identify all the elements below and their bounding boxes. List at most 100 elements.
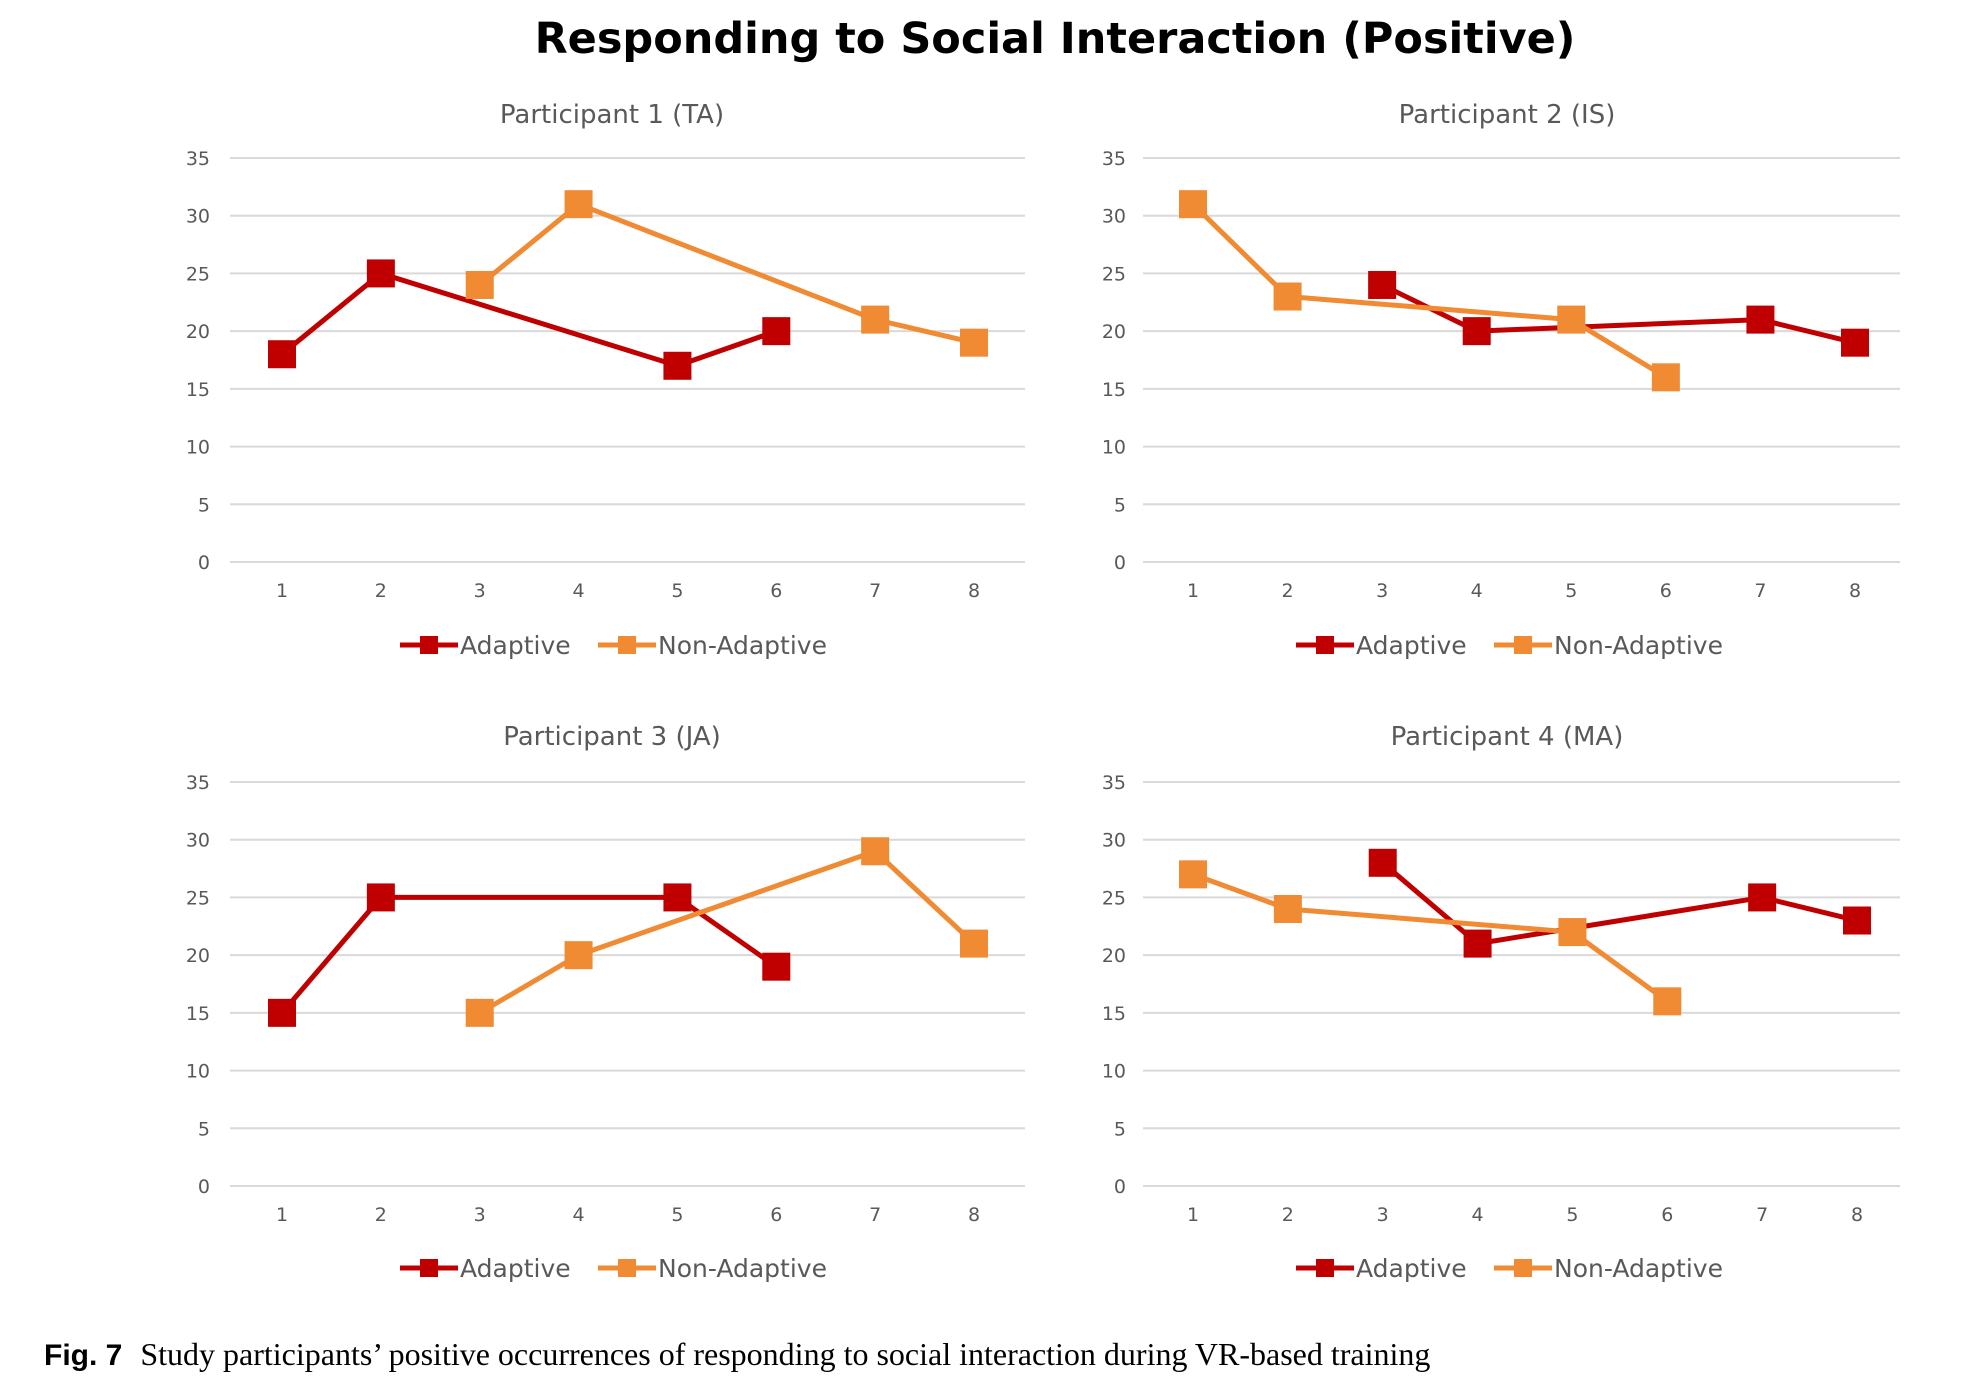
data-point-non-adaptive xyxy=(1273,894,1302,923)
data-point-adaptive xyxy=(663,351,692,380)
x-tick-label: 4 xyxy=(1472,1204,1484,1226)
series-line-non-adaptive xyxy=(1191,202,1668,380)
series-line-adaptive xyxy=(280,270,778,369)
caption-text: Study participants’ positive occurrences… xyxy=(140,1336,1431,1372)
data-point-adaptive xyxy=(1843,906,1871,935)
legend-marker-non-adaptive xyxy=(618,1259,636,1277)
data-point-non-adaptive xyxy=(960,328,988,357)
chart-panel-1: Participant 1 (TA) 0 5 10 15 20 25 30 35 1 2 3 4 5 6 7 8… xyxy=(186,100,1025,660)
x-tick-label: 8 xyxy=(968,580,980,602)
chart-panel-3: Participant 3 (JA) 0 5 10 15 20 25 30 35 1 2 3 4 5 6 7 8… xyxy=(186,722,1025,1283)
figure-caption: Fig. 7 Study participants’ positive occur… xyxy=(44,1336,1430,1373)
series-line-non-adaptive xyxy=(478,201,975,346)
x-tick-label: 7 xyxy=(869,1204,881,1226)
data-point-adaptive xyxy=(268,340,296,369)
series-line-adaptive xyxy=(1381,860,1858,947)
data-point-non-adaptive xyxy=(1558,918,1587,947)
y-tick-label: 5 xyxy=(1114,494,1126,516)
panel-title: Participant 2 (IS) xyxy=(1399,100,1616,130)
x-tick-label: 5 xyxy=(1566,1204,1578,1226)
y-tick-label: 20 xyxy=(186,945,210,967)
y-tick-label: 0 xyxy=(1114,1176,1126,1198)
data-point-non-adaptive xyxy=(1651,363,1680,392)
x-tick-label: 7 xyxy=(1756,1204,1768,1226)
data-point-adaptive xyxy=(268,998,296,1027)
y-tick-label: 30 xyxy=(186,830,210,852)
x-tick-label: 2 xyxy=(375,1204,387,1226)
x-tick-label: 7 xyxy=(869,580,881,602)
panel-title: Participant 1 (TA) xyxy=(500,100,724,130)
legend-marker-adaptive xyxy=(420,636,438,654)
x-tick-label: 1 xyxy=(1187,580,1199,602)
data-point-non-adaptive xyxy=(1557,305,1586,334)
legend-label-non-adaptive: Non-Adaptive xyxy=(1554,1254,1723,1283)
legend-label-adaptive: Adaptive xyxy=(1356,631,1467,660)
data-point-adaptive xyxy=(1463,929,1492,958)
chart-panel-2: Participant 2 (IS) 0 5 10 15 20 25 30 35 1 2 3 4 5 6 7 8… xyxy=(1102,100,1900,660)
data-point-adaptive xyxy=(762,317,791,346)
caption-label: Fig. 7 xyxy=(44,1339,123,1372)
x-tick-label: 6 xyxy=(770,580,782,602)
data-point-non-adaptive xyxy=(1179,860,1207,889)
x-tick-label: 2 xyxy=(375,580,387,602)
y-tick-label: 35 xyxy=(1102,148,1126,170)
y-tick-label: 5 xyxy=(198,1118,210,1140)
data-point-adaptive xyxy=(366,259,395,288)
x-tick-label: 1 xyxy=(276,1204,288,1226)
series-line-non-adaptive xyxy=(1192,871,1669,1004)
panel-title: Participant 4 (MA) xyxy=(1391,722,1624,752)
y-tick-label: 10 xyxy=(186,1061,210,1083)
legend-marker-non-adaptive xyxy=(1514,636,1532,654)
legend-label-non-adaptive: Non-Adaptive xyxy=(658,631,827,660)
y-tick-label: 15 xyxy=(186,379,210,401)
data-point-adaptive xyxy=(1368,848,1397,877)
figure-title: Responding to Social Interaction (Positi… xyxy=(534,14,1576,64)
y-tick-label: 25 xyxy=(186,887,210,909)
y-tick-label: 35 xyxy=(186,772,210,794)
x-tick-label: 7 xyxy=(1754,580,1766,602)
y-tick-label: 15 xyxy=(1102,379,1126,401)
x-tick-label: 3 xyxy=(1376,580,1388,602)
x-tick-label: 1 xyxy=(1187,1204,1199,1226)
legend-marker-non-adaptive xyxy=(1514,1259,1532,1277)
y-tick-label: 10 xyxy=(1102,1061,1126,1083)
y-tick-label: 25 xyxy=(1102,887,1126,909)
chart-panel-4: Participant 4 (MA) 0 5 10 15 20 25 30 35 1 2 3 4 5 6 7 8… xyxy=(1102,722,1900,1283)
legend-label-adaptive: Adaptive xyxy=(460,1254,571,1283)
legend-label-non-adaptive: Non-Adaptive xyxy=(1554,631,1723,660)
y-tick-label: 35 xyxy=(186,148,210,170)
series-line-adaptive xyxy=(1381,282,1856,346)
y-tick-label: 10 xyxy=(1102,437,1126,459)
y-tick-label: 15 xyxy=(1102,1003,1126,1025)
x-tick-label: 2 xyxy=(1282,580,1294,602)
y-tick-label: 20 xyxy=(1102,321,1126,343)
data-point-non-adaptive xyxy=(960,929,988,958)
legend-marker-adaptive xyxy=(1316,1259,1334,1277)
x-tick-label: 5 xyxy=(671,1204,683,1226)
data-point-non-adaptive xyxy=(1653,987,1682,1016)
y-tick-label: 25 xyxy=(186,263,210,285)
y-tick-label: 5 xyxy=(198,494,210,516)
y-tick-label: 30 xyxy=(186,206,210,228)
data-point-adaptive xyxy=(1746,305,1775,334)
x-tick-label: 6 xyxy=(1661,1204,1673,1226)
x-tick-label: 1 xyxy=(276,580,288,602)
data-point-non-adaptive xyxy=(1273,282,1302,311)
y-tick-label: 20 xyxy=(1102,945,1126,967)
legend-marker-non-adaptive xyxy=(618,636,636,654)
x-tick-label: 8 xyxy=(1849,580,1861,602)
panel-title: Participant 3 (JA) xyxy=(503,722,721,752)
data-point-non-adaptive xyxy=(861,837,890,866)
y-tick-label: 25 xyxy=(1102,263,1126,285)
data-point-adaptive xyxy=(1841,328,1869,357)
series-line-non-adaptive xyxy=(478,848,976,1016)
data-point-non-adaptive xyxy=(861,305,890,334)
y-tick-label: 20 xyxy=(186,321,210,343)
data-point-adaptive xyxy=(1748,883,1777,912)
legend-marker-adaptive xyxy=(420,1259,438,1277)
data-point-adaptive xyxy=(1462,317,1491,346)
data-point-non-adaptive xyxy=(564,190,593,219)
data-point-adaptive xyxy=(762,952,791,981)
data-point-non-adaptive xyxy=(465,270,494,299)
